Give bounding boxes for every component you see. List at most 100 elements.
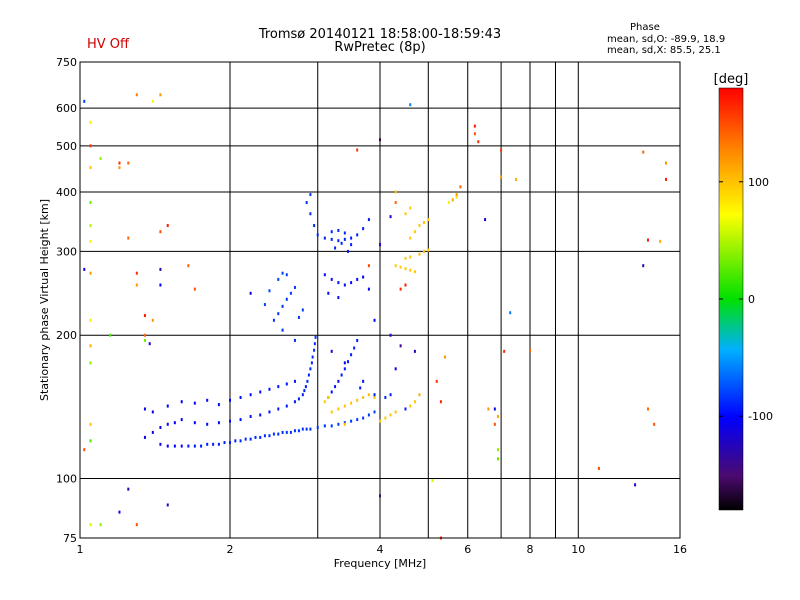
data-point — [148, 342, 151, 346]
data-point — [367, 413, 370, 417]
data-point — [409, 206, 412, 210]
data-point — [500, 148, 503, 152]
data-point — [206, 398, 209, 402]
data-point — [362, 395, 365, 399]
data-point — [330, 237, 333, 241]
data-point — [413, 400, 416, 404]
data-point — [409, 103, 412, 107]
data-point — [394, 264, 397, 268]
data-point — [217, 442, 220, 446]
data-point — [359, 386, 362, 390]
data-points — [83, 93, 668, 540]
data-point — [83, 448, 86, 452]
data-point — [379, 419, 381, 423]
data-point — [304, 385, 307, 389]
data-point — [473, 124, 476, 128]
data-point — [353, 346, 356, 350]
data-point — [159, 425, 162, 429]
data-point — [343, 421, 346, 425]
data-point — [404, 267, 407, 271]
data-point — [394, 190, 397, 194]
y-tick-labels: 75 100 200 300 400 500 600 750 — [56, 56, 77, 545]
data-point — [200, 444, 203, 448]
data-point — [297, 429, 300, 433]
data-point — [362, 379, 365, 383]
data-point — [379, 243, 381, 247]
data-point — [356, 233, 359, 237]
data-point — [159, 93, 162, 97]
data-point — [399, 265, 402, 269]
data-point — [268, 387, 271, 391]
data-point — [118, 161, 121, 165]
data-point — [89, 344, 92, 348]
data-point — [89, 439, 92, 443]
data-point — [394, 410, 397, 414]
data-point — [337, 422, 340, 426]
y-tick-label: 750 — [56, 56, 77, 69]
data-point — [83, 267, 86, 271]
data-point — [356, 418, 359, 422]
data-point — [373, 410, 376, 414]
x-tick-label: 1 — [77, 543, 84, 556]
data-point — [404, 256, 407, 260]
x-axis-label: Frequency [MHz] — [334, 557, 426, 570]
data-point — [259, 390, 262, 394]
colorbar-tick-label: -100 — [748, 410, 773, 423]
data-point — [173, 444, 176, 448]
data-point — [281, 271, 284, 275]
data-point — [337, 281, 340, 285]
data-point — [343, 367, 346, 371]
data-point — [249, 414, 252, 418]
data-point — [285, 404, 288, 408]
data-point — [89, 523, 92, 527]
data-point — [409, 255, 412, 259]
colorbar-tick-label: 0 — [748, 293, 755, 306]
data-point — [259, 413, 262, 417]
data-point — [379, 138, 381, 142]
data-point — [217, 421, 220, 425]
x-tick-label: 6 — [464, 543, 471, 556]
data-point — [89, 271, 92, 275]
data-point — [330, 390, 333, 394]
data-point — [362, 275, 365, 279]
data-point — [314, 335, 317, 339]
data-point — [193, 401, 196, 405]
data-point — [313, 348, 316, 352]
data-point — [435, 379, 438, 383]
data-point — [343, 231, 346, 235]
data-point — [229, 398, 231, 402]
data-point — [367, 287, 370, 291]
data-point — [234, 439, 237, 443]
data-point — [418, 252, 421, 256]
data-point — [399, 287, 402, 291]
data-point — [297, 397, 300, 401]
data-point — [239, 418, 242, 422]
data-point — [334, 385, 337, 389]
data-point — [135, 283, 138, 287]
data-point — [143, 407, 146, 411]
data-point — [99, 157, 102, 161]
data-point — [367, 264, 370, 268]
data-point — [166, 422, 169, 426]
data-point — [89, 144, 92, 148]
data-point — [259, 435, 262, 439]
grid — [79, 62, 681, 538]
data-point — [311, 355, 314, 359]
data-point — [493, 407, 496, 411]
data-point — [373, 393, 376, 397]
data-point — [277, 407, 280, 411]
data-point — [281, 328, 284, 332]
y-tick-label: 500 — [56, 140, 77, 153]
data-point — [166, 503, 169, 507]
data-point — [310, 361, 313, 365]
data-point — [642, 150, 645, 154]
data-point — [337, 407, 340, 411]
data-point — [597, 466, 600, 470]
data-point — [455, 195, 458, 199]
data-point — [384, 416, 387, 420]
data-point — [268, 289, 271, 293]
data-point — [409, 404, 412, 408]
data-point — [281, 430, 284, 434]
data-point — [389, 215, 392, 219]
